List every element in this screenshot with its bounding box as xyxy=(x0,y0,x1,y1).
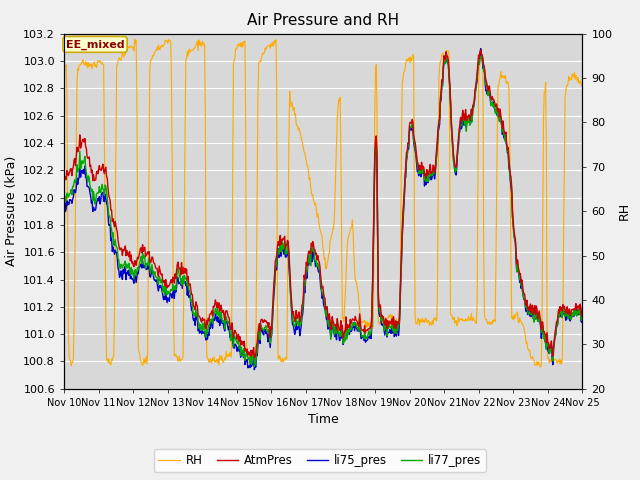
Line: RH: RH xyxy=(64,39,582,367)
Line: AtmPres: AtmPres xyxy=(64,50,582,358)
li77_pres xyxy=(70,184,77,190)
Legend: RH, AtmPres, li75_pres, li77_pres: RH, AtmPres, li75_pres, li77_pres xyxy=(154,449,486,472)
li77_pres xyxy=(402,168,410,174)
li75_pres xyxy=(123,270,131,276)
AtmPres xyxy=(477,47,484,53)
RH xyxy=(204,356,211,362)
AtmPres xyxy=(579,303,586,309)
li75_pres xyxy=(60,208,68,214)
li75_pres xyxy=(70,194,77,200)
AtmPres xyxy=(203,318,211,324)
AtmPres xyxy=(70,164,77,169)
li75_pres xyxy=(175,279,183,285)
RH xyxy=(402,61,410,67)
Text: EE_mixed: EE_mixed xyxy=(66,39,124,49)
AtmPres xyxy=(123,247,131,253)
RH xyxy=(70,356,77,361)
RH xyxy=(60,66,68,72)
RH xyxy=(387,312,394,318)
Line: li75_pres: li75_pres xyxy=(64,48,582,370)
Title: Air Pressure and RH: Air Pressure and RH xyxy=(247,13,399,28)
AtmPres xyxy=(387,321,394,327)
X-axis label: Time: Time xyxy=(308,413,339,426)
li75_pres xyxy=(250,367,258,372)
RH xyxy=(537,364,545,370)
li77_pres xyxy=(579,309,586,314)
RH xyxy=(176,359,184,364)
Line: li77_pres: li77_pres xyxy=(64,53,582,367)
AtmPres xyxy=(175,266,183,272)
AtmPres xyxy=(402,162,410,168)
li75_pres xyxy=(203,330,211,336)
Y-axis label: RH: RH xyxy=(618,202,631,220)
li77_pres xyxy=(442,50,450,56)
li75_pres xyxy=(477,46,484,51)
li77_pres xyxy=(175,274,183,279)
li77_pres xyxy=(387,325,394,331)
li77_pres xyxy=(123,261,131,267)
Y-axis label: Air Pressure (kPa): Air Pressure (kPa) xyxy=(4,156,17,266)
RH xyxy=(123,46,131,51)
RH xyxy=(131,36,138,42)
AtmPres xyxy=(60,176,68,182)
RH xyxy=(579,83,586,88)
li75_pres xyxy=(579,306,586,312)
li75_pres xyxy=(387,330,394,336)
li77_pres xyxy=(203,327,211,333)
AtmPres xyxy=(250,355,258,360)
li77_pres xyxy=(60,197,68,203)
li77_pres xyxy=(250,364,258,370)
li75_pres xyxy=(402,174,410,180)
